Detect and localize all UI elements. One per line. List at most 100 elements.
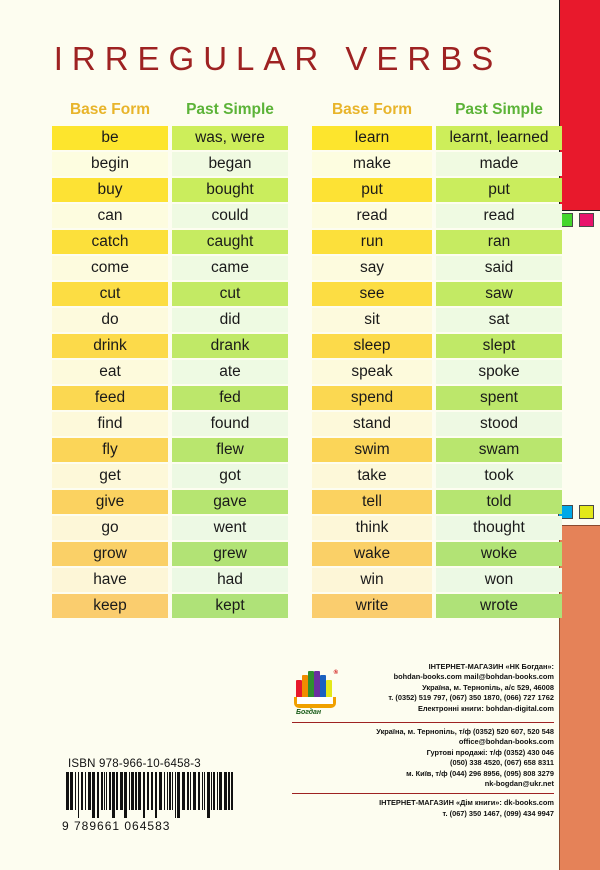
verb-row: see saw bbox=[312, 282, 562, 308]
verb-row: drink drank bbox=[52, 334, 288, 360]
verb-past-simple-cell: came bbox=[172, 256, 288, 280]
verb-row: go went bbox=[52, 516, 288, 542]
internet-shop-dimknygy-block: ІНТЕРНЕТ-МАГАЗИН «Дім книги»: dk-books.c… bbox=[292, 798, 554, 819]
verb-base-form-cell: make bbox=[312, 152, 432, 176]
isbn-area: ISBN 978-966-10-6458-3 9 789661 064583 bbox=[60, 758, 260, 833]
verb-row: speak spoke bbox=[312, 360, 562, 386]
verb-row: find found bbox=[52, 412, 288, 438]
divider-rule-bottom bbox=[292, 793, 554, 795]
book-icon-pages bbox=[297, 697, 333, 704]
verb-base-form-cell: come bbox=[52, 256, 168, 280]
verb-base-form-cell: can bbox=[52, 204, 168, 228]
verb-base-form-cell: cut bbox=[52, 282, 168, 306]
verb-row: swim swam bbox=[312, 438, 562, 464]
verb-row: eat ate bbox=[52, 360, 288, 386]
column-header-base-form: Base Form bbox=[69, 101, 151, 118]
verb-base-form-cell: fly bbox=[52, 438, 168, 462]
publisher-line: т. (067) 350 1467, (099) 434 9947 bbox=[442, 808, 554, 818]
verb-base-form-cell: run bbox=[312, 230, 432, 254]
verb-base-form-cell: do bbox=[52, 308, 168, 332]
isbn-label: ISBN 978-966-10-6458-3 bbox=[68, 758, 201, 770]
publisher-line: т. (0352) 519 797, (067) 350 1870, (066)… bbox=[388, 693, 554, 703]
verb-past-simple-cell: thought bbox=[436, 516, 562, 540]
table-body: be was, were begin began buy bought can could ca… bbox=[52, 126, 288, 620]
verb-past-simple-cell: woke bbox=[436, 542, 562, 566]
verb-past-simple-cell: put bbox=[436, 178, 562, 202]
publisher-line: Україна, м. Тернопіль, а/с 529, 46008 bbox=[422, 682, 554, 692]
verb-past-simple-cell: saw bbox=[436, 282, 562, 306]
verb-row: give gave bbox=[52, 490, 288, 516]
verb-base-form-cell: take bbox=[312, 464, 432, 488]
verb-base-form-cell: speak bbox=[312, 360, 432, 384]
publisher-line: bohdan-books.com mail@bohdan-books.com bbox=[393, 672, 554, 682]
verb-base-form-cell: buy bbox=[52, 178, 168, 202]
verb-base-form-cell: read bbox=[312, 204, 432, 228]
table-body: learn learnt, learned make made put put read re… bbox=[312, 126, 562, 620]
verb-row: sleep slept bbox=[312, 334, 562, 360]
verb-row: get got bbox=[52, 464, 288, 490]
divider-rule-top bbox=[292, 722, 554, 723]
cover-edge-decoration bbox=[558, 0, 600, 870]
verb-base-form-cell: say bbox=[312, 256, 432, 280]
verb-base-form-cell: go bbox=[52, 516, 168, 540]
verb-row: sit sat bbox=[312, 308, 562, 334]
verb-row: keep kept bbox=[52, 594, 288, 620]
verb-base-form-cell: have bbox=[52, 568, 168, 592]
verb-past-simple-cell: found bbox=[172, 412, 288, 436]
verb-row: stand stood bbox=[312, 412, 562, 438]
verb-row: win won bbox=[312, 568, 562, 594]
barcode-digits: 9 789661 064583 bbox=[62, 819, 171, 833]
verb-base-form-cell: eat bbox=[52, 360, 168, 384]
verb-base-form-cell: be bbox=[52, 126, 168, 150]
verb-base-form-cell: find bbox=[52, 412, 168, 436]
verb-past-simple-cell: sat bbox=[436, 308, 562, 332]
verb-past-simple-cell: began bbox=[172, 152, 288, 176]
verb-past-simple-cell: spoke bbox=[436, 360, 562, 384]
verb-past-simple-cell: fed bbox=[172, 386, 288, 410]
verb-past-simple-cell: learnt, learned bbox=[436, 126, 562, 150]
verb-base-form-cell: swim bbox=[312, 438, 432, 462]
red-color-block bbox=[559, 0, 600, 211]
contact-line: (050) 338 4520, (067) 658 8311 bbox=[450, 758, 554, 768]
orange-color-block bbox=[559, 525, 600, 870]
publisher-info: ® Богдан ІНТЕРНЕТ-МАГАЗИН «НК Богдан»: bo… bbox=[292, 662, 554, 819]
verb-base-form-cell: drink bbox=[52, 334, 168, 358]
logo-wordmark: Богдан bbox=[296, 708, 322, 716]
verb-row: run ran bbox=[312, 230, 562, 256]
verb-row: think thought bbox=[312, 516, 562, 542]
verb-base-form-cell: stand bbox=[312, 412, 432, 436]
verb-row: learn learnt, learned bbox=[312, 126, 562, 152]
verb-base-form-cell: get bbox=[52, 464, 168, 488]
verb-row: be was, were bbox=[52, 126, 288, 152]
verb-past-simple-cell: stood bbox=[436, 412, 562, 436]
verb-base-form-cell: learn bbox=[312, 126, 432, 150]
verb-row: spend spent bbox=[312, 386, 562, 412]
verb-table-right: Base Form Past Simple learn learnt, learn… bbox=[312, 100, 562, 620]
publisher-top-section: ® Богдан ІНТЕРНЕТ-МАГАЗИН «НК Богдан»: bo… bbox=[292, 662, 554, 718]
verb-past-simple-cell: won bbox=[436, 568, 562, 592]
verb-base-form-cell: give bbox=[52, 490, 168, 514]
verb-row: write wrote bbox=[312, 594, 562, 620]
verb-past-simple-cell: gave bbox=[172, 490, 288, 514]
verb-row: make made bbox=[312, 152, 562, 178]
verb-base-form-cell: grow bbox=[52, 542, 168, 566]
verb-row: buy bought bbox=[52, 178, 288, 204]
verb-past-simple-cell: flew bbox=[172, 438, 288, 462]
verb-base-form-cell: write bbox=[312, 594, 432, 618]
verb-base-form-cell: wake bbox=[312, 542, 432, 566]
table-header-row: Base Form Past Simple bbox=[52, 100, 288, 126]
verb-base-form-cell: catch bbox=[52, 230, 168, 254]
verb-past-simple-cell: grew bbox=[172, 542, 288, 566]
verb-row: grow grew bbox=[52, 542, 288, 568]
table-header-row: Base Form Past Simple bbox=[312, 100, 562, 126]
contact-line: office@bohdan-books.com bbox=[458, 737, 554, 747]
verb-past-simple-cell: said bbox=[436, 256, 562, 280]
verb-past-simple-cell: bought bbox=[172, 178, 288, 202]
verb-past-simple-cell: went bbox=[172, 516, 288, 540]
verb-base-form-cell: keep bbox=[52, 594, 168, 618]
registered-mark: ® bbox=[333, 670, 338, 676]
verb-row: come came bbox=[52, 256, 288, 282]
verb-row: cut cut bbox=[52, 282, 288, 308]
verb-past-simple-cell: spent bbox=[436, 386, 562, 410]
verb-base-form-cell: win bbox=[312, 568, 432, 592]
